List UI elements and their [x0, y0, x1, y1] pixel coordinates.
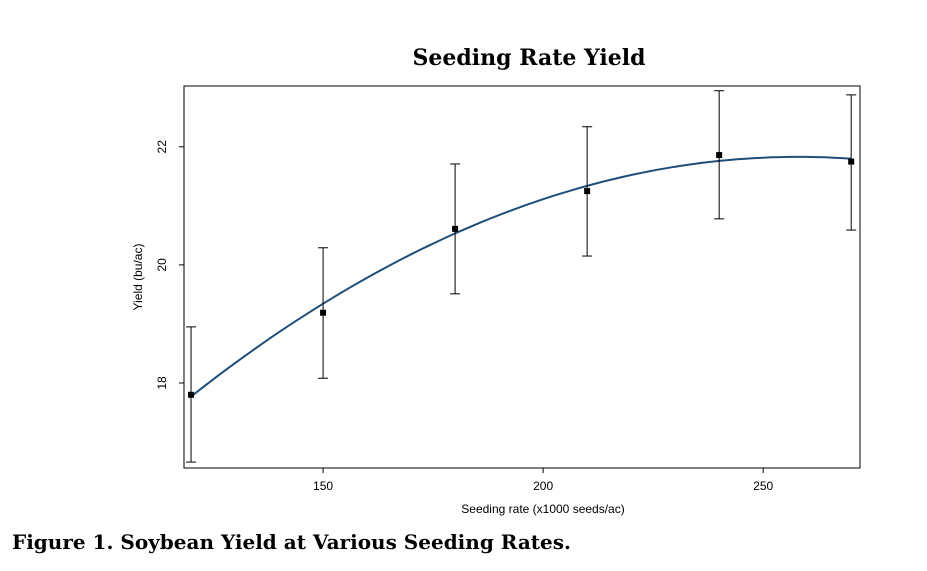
data-point	[584, 188, 591, 195]
data-point	[452, 225, 459, 232]
data-point	[320, 309, 327, 316]
y-tick-label: 20	[155, 258, 169, 272]
data-point	[848, 158, 855, 165]
x-tick-label: 150	[313, 479, 333, 493]
y-tick-label: 18	[155, 376, 169, 390]
data-point	[716, 152, 723, 159]
y-tick-label: 22	[155, 140, 169, 154]
x-tick-label: 250	[753, 479, 773, 493]
data-point	[188, 391, 195, 398]
chart-title: Seeding Rate Yield	[413, 45, 646, 71]
y-axis-label: Yield (bu/ac)	[131, 244, 145, 311]
plot-frame	[183, 85, 861, 469]
chart: Seeding Rate Yield 150 200 250 18 20 22 Seedi…	[131, 45, 861, 516]
fit-curve	[190, 155, 852, 398]
x-axis-label: Seeding rate (x1000 seeds/ac)	[461, 502, 624, 516]
x-tick-label: 200	[533, 479, 553, 493]
figure-caption: Figure 1. Soybean Yield at Various Seedi…	[12, 530, 571, 554]
